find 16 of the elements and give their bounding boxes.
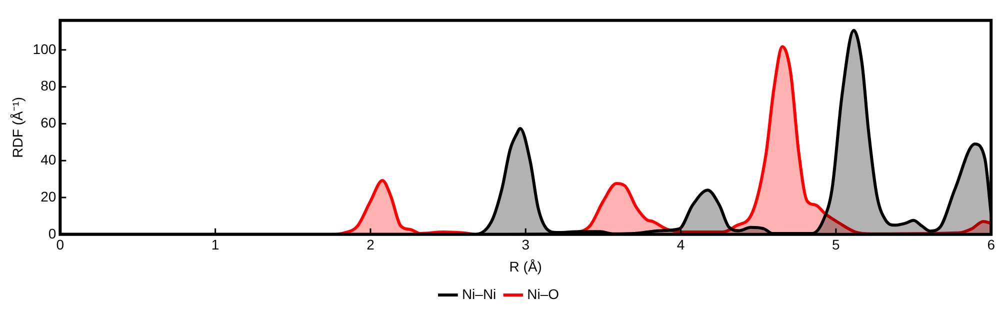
- y-tick-label: 60: [40, 114, 56, 131]
- legend-label: Ni–O: [527, 286, 560, 302]
- y-tick-label: 0: [48, 225, 56, 242]
- x-tick-label: 1: [211, 236, 220, 253]
- x-tick-label: 3: [522, 236, 530, 253]
- y-tick-label: 100: [32, 40, 56, 57]
- y-tick-label: 80: [40, 78, 56, 94]
- x-tick-label: 6: [987, 236, 996, 253]
- y-tick-label: 40: [40, 151, 56, 168]
- x-tick-label: 5: [832, 236, 840, 253]
- y-axis-title: RDF (Å⁻¹): [9, 96, 26, 158]
- x-tick-label: 2: [366, 236, 375, 253]
- y-tick-label: 20: [40, 188, 56, 204]
- legend-label: Ni–Ni: [462, 286, 496, 302]
- x-tick-label: 4: [676, 236, 685, 253]
- x-axis-title: R (Å): [509, 258, 542, 274]
